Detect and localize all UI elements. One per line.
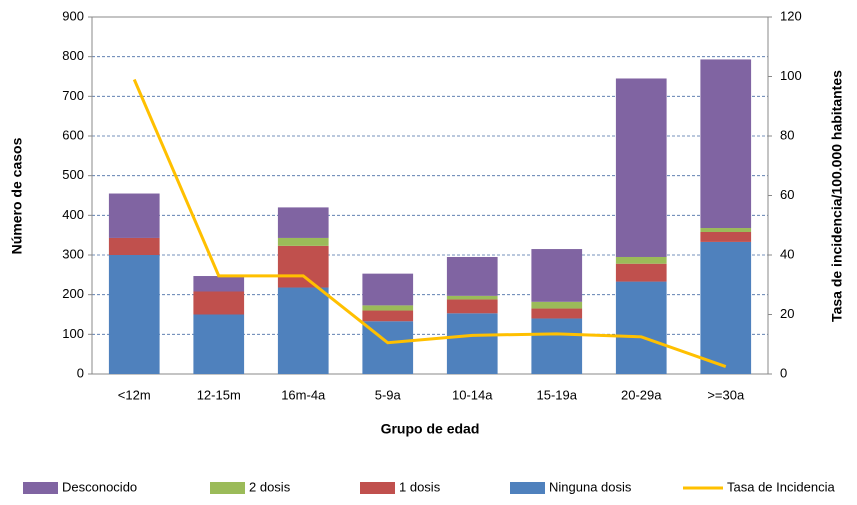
- bar: [108, 255, 160, 374]
- bar: [531, 249, 583, 302]
- bar: [277, 207, 329, 238]
- plot-frame: [91, 16, 769, 375]
- y-tick-label: 800: [62, 48, 84, 63]
- bar: [531, 318, 583, 374]
- bar: [446, 256, 498, 296]
- legend-label: Tasa de Incidencia: [727, 479, 835, 494]
- y2-axis-label: Tasa de incidencia/100.000 habitantes: [829, 70, 845, 322]
- bar: [700, 228, 752, 232]
- y-tick-label: 400: [62, 207, 84, 222]
- bar: [277, 245, 329, 288]
- line: [132, 78, 727, 368]
- bar: [446, 313, 498, 374]
- y-tick-label: 500: [62, 167, 84, 182]
- y2-tick-label: 60: [780, 187, 794, 202]
- y2-tick-label: 100: [780, 68, 802, 83]
- y2-tick-label: 80: [780, 127, 794, 142]
- y-tick-label: 100: [62, 326, 84, 341]
- bar: [277, 237, 329, 246]
- x-tick-label: >=30a: [707, 387, 745, 402]
- x-tick-label: 15-19a: [537, 387, 578, 402]
- y2-tick-label: 20: [780, 306, 794, 321]
- y2-tick-label: 40: [780, 246, 794, 261]
- bar: [615, 281, 667, 374]
- y-tick-label: 700: [62, 88, 84, 103]
- y-tick-label: 0: [77, 365, 84, 380]
- bar: [615, 263, 667, 282]
- y2-tick-label: 120: [780, 8, 802, 23]
- bar: [108, 237, 160, 255]
- bar: [193, 314, 245, 374]
- bar: [700, 231, 752, 242]
- x-axis-label: Grupo de edad: [381, 421, 480, 437]
- bar: [615, 78, 667, 257]
- x-tick-label: 10-14a: [452, 387, 493, 402]
- bar: [446, 295, 498, 300]
- y-tick-label: 900: [62, 8, 84, 23]
- y-axis-label: Número de casos: [9, 137, 25, 254]
- bar: [531, 308, 583, 319]
- y2-tick-label: 0: [780, 365, 787, 380]
- bar: [615, 256, 667, 264]
- y-tick-label: 200: [62, 286, 84, 301]
- x-tick-label: 5-9a: [375, 387, 402, 402]
- bar: [277, 287, 329, 374]
- legend-swatch: [510, 482, 545, 494]
- legend-label: 2 dosis: [249, 479, 291, 494]
- bar: [446, 299, 498, 314]
- x-tick-label: 12-15m: [197, 387, 241, 402]
- legend-label: Desconocido: [62, 479, 137, 494]
- x-tick-label: 16m-4a: [281, 387, 326, 402]
- legend-swatch: [210, 482, 245, 494]
- legend-label: 1 dosis: [399, 479, 441, 494]
- bar: [193, 276, 245, 292]
- bar: [700, 59, 752, 229]
- x-tick-label: 20-29a: [621, 387, 662, 402]
- legend-label: Ninguna dosis: [549, 479, 632, 494]
- bar: [108, 193, 160, 238]
- legend-swatch: [360, 482, 395, 494]
- bar: [362, 310, 414, 322]
- bar: [531, 301, 583, 309]
- bar: [362, 273, 414, 306]
- legend-swatch: [23, 482, 58, 494]
- bar: [193, 291, 245, 315]
- y-tick-label: 300: [62, 246, 84, 261]
- bar: [700, 241, 752, 374]
- x-tick-label: <12m: [118, 387, 151, 402]
- y-tick-label: 600: [62, 127, 84, 142]
- bar: [362, 305, 414, 311]
